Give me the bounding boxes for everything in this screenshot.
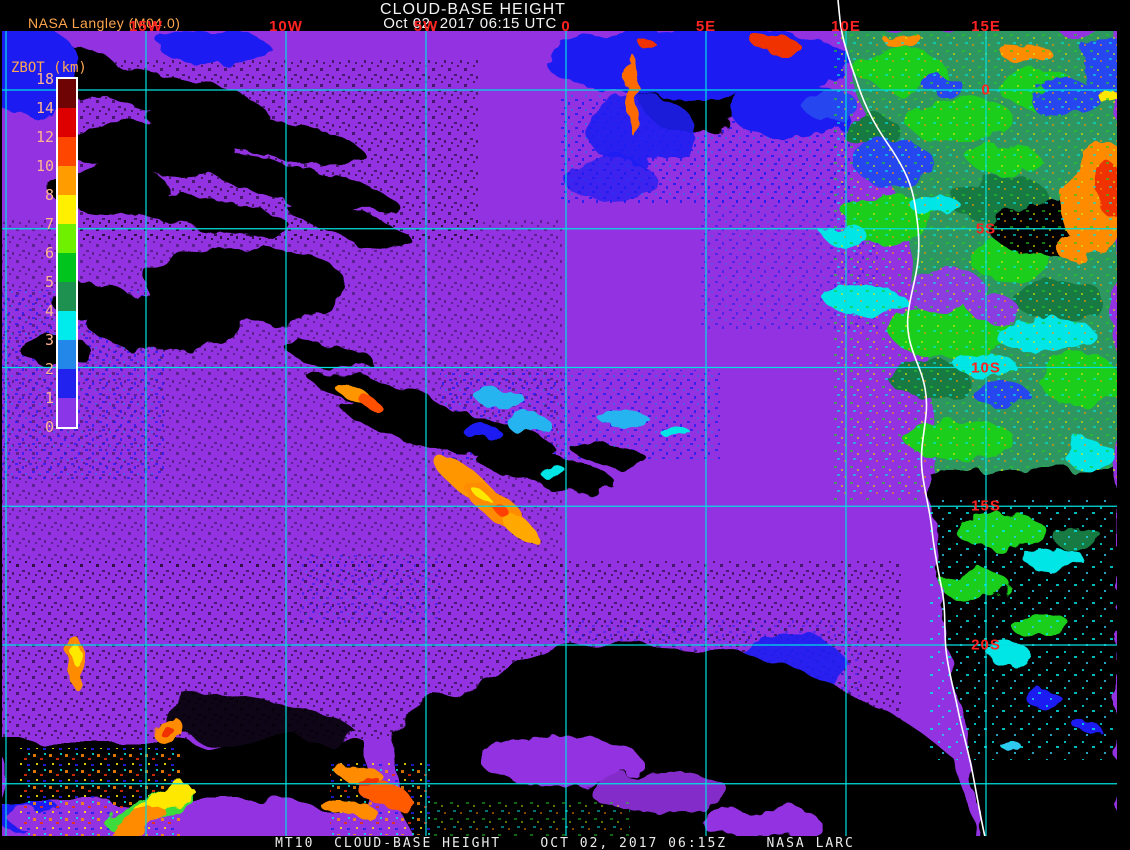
lon-label-10E: 10E xyxy=(831,18,861,35)
footer-text: MT10 CLOUD-BASE HEIGHT OCT 02, 2017 06:1… xyxy=(275,835,855,850)
colorbar-tick-6: 6 xyxy=(44,244,54,262)
colorbar-tick-14: 14 xyxy=(35,99,54,117)
colorbar-tick-3: 3 xyxy=(44,331,54,349)
colorbar-tick-12: 12 xyxy=(35,128,54,146)
lat-label-0: 0 xyxy=(981,81,991,99)
graticule-lines xyxy=(2,31,1117,837)
page-title: CLOUD-BASE HEIGHT xyxy=(380,1,566,18)
credit-label: NASA Langley (M04.0) xyxy=(28,15,181,31)
lon-label-0: 0 xyxy=(561,18,571,35)
lon-label-10W: 10W xyxy=(269,18,303,35)
colorbar-segment-4 xyxy=(58,195,76,224)
colorbar-title: ZBOT (km) xyxy=(11,60,87,76)
colorbar-segment-9 xyxy=(58,340,76,369)
lat-label-20S: 20S xyxy=(971,636,1001,654)
colorbar-tick-7: 7 xyxy=(44,215,54,233)
colorbar-segment-8 xyxy=(58,311,76,340)
colorbar-tick-1: 1 xyxy=(44,389,54,407)
colorbar-tick-4: 4 xyxy=(44,302,54,320)
lon-label-15E: 15E xyxy=(971,18,1001,35)
colorbar-segment-0 xyxy=(58,79,76,108)
colorbar xyxy=(56,77,78,429)
colorbar-tick-18: 18 xyxy=(35,70,54,88)
lat-label-15S: 15S xyxy=(971,497,1001,515)
colorbar-segment-7 xyxy=(58,282,76,311)
lon-label-5E: 5E xyxy=(695,18,717,35)
datetime-label: Oct 02, 2017 06:15 UTC xyxy=(383,15,557,32)
colorbar-segment-5 xyxy=(58,224,76,253)
footer-bar: MT10 CLOUD-BASE HEIGHT OCT 02, 2017 06:1… xyxy=(0,836,1130,850)
colorbar-segment-6 xyxy=(58,253,76,282)
colorbar-segment-11 xyxy=(58,398,76,427)
lat-label-5S: 5S xyxy=(975,220,997,238)
colorbar-tick-10: 10 xyxy=(35,157,54,175)
colorbar-tick-8: 8 xyxy=(44,186,54,204)
lat-label-10S: 10S xyxy=(971,359,1001,376)
colorbar-segment-1 xyxy=(58,108,76,137)
colorbar-tick-5: 5 xyxy=(44,273,54,291)
coastline xyxy=(837,0,986,838)
colorbar-tick-0: 0 xyxy=(44,418,54,436)
colorbar-segment-3 xyxy=(58,166,76,195)
lon-label-5W: 5W xyxy=(413,18,439,35)
colorbar-tick-2: 2 xyxy=(44,360,54,378)
lon-label-15W: 15W xyxy=(129,18,163,35)
colorbar-segment-2 xyxy=(58,137,76,166)
colorbar-segment-10 xyxy=(58,369,76,398)
